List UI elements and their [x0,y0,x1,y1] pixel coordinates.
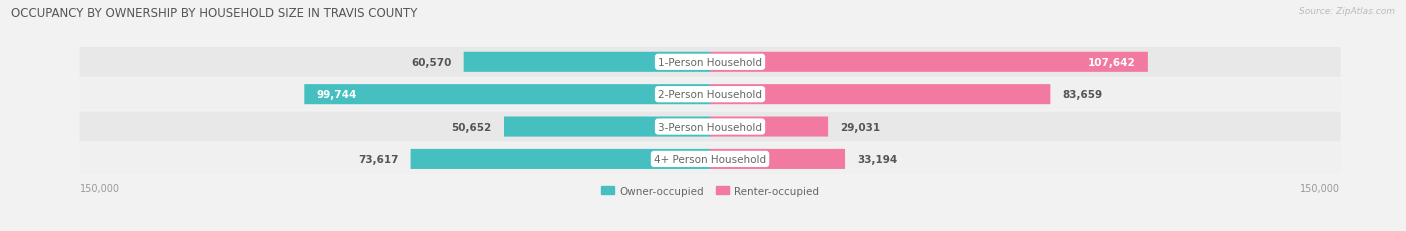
FancyBboxPatch shape [80,144,1340,174]
Text: 83,659: 83,659 [1063,90,1102,100]
Text: 3-Person Household: 3-Person Household [658,122,762,132]
FancyBboxPatch shape [411,149,710,169]
Text: 73,617: 73,617 [359,154,398,164]
FancyBboxPatch shape [80,112,1340,142]
FancyBboxPatch shape [710,52,1147,73]
FancyBboxPatch shape [80,80,1340,109]
FancyBboxPatch shape [710,85,1050,105]
FancyBboxPatch shape [710,149,845,169]
FancyBboxPatch shape [464,52,710,73]
Text: 4+ Person Household: 4+ Person Household [654,154,766,164]
Text: OCCUPANCY BY OWNERSHIP BY HOUSEHOLD SIZE IN TRAVIS COUNTY: OCCUPANCY BY OWNERSHIP BY HOUSEHOLD SIZE… [11,7,418,20]
Text: 99,744: 99,744 [316,90,357,100]
FancyBboxPatch shape [304,85,710,105]
Text: Source: ZipAtlas.com: Source: ZipAtlas.com [1299,7,1395,16]
Text: 107,642: 107,642 [1088,58,1136,67]
Text: 29,031: 29,031 [841,122,880,132]
Text: 1-Person Household: 1-Person Household [658,58,762,67]
Text: 2-Person Household: 2-Person Household [658,90,762,100]
Legend: Owner-occupied, Renter-occupied: Owner-occupied, Renter-occupied [598,182,823,200]
Text: 50,652: 50,652 [451,122,492,132]
FancyBboxPatch shape [503,117,710,137]
FancyBboxPatch shape [710,117,828,137]
Text: 60,570: 60,570 [411,58,451,67]
FancyBboxPatch shape [80,48,1340,77]
Text: 33,194: 33,194 [858,154,897,164]
